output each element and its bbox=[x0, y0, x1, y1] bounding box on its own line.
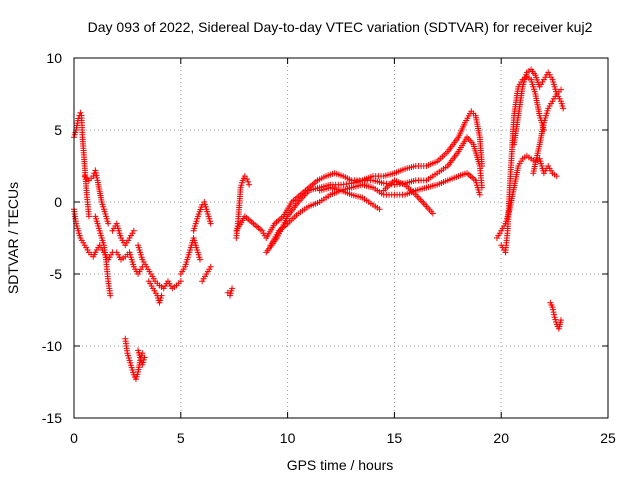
series-arc-t bbox=[380, 177, 436, 217]
data-point bbox=[93, 172, 100, 179]
series-arc-e bbox=[109, 220, 137, 249]
series-arc-w bbox=[511, 66, 567, 148]
data-point bbox=[105, 220, 112, 227]
series-arc-x bbox=[530, 86, 565, 177]
data-point bbox=[197, 256, 204, 263]
series-arc-p bbox=[233, 108, 485, 241]
data-point bbox=[207, 220, 214, 227]
data-point bbox=[130, 227, 137, 234]
data-point bbox=[244, 175, 251, 182]
data-point bbox=[553, 173, 560, 180]
data-point bbox=[107, 292, 114, 299]
y-tick-label: -15 bbox=[42, 410, 62, 426]
y-tick-label: -5 bbox=[50, 266, 63, 282]
x-tick-label: 15 bbox=[387, 430, 403, 446]
series-arc-j bbox=[145, 278, 165, 306]
data-point bbox=[207, 263, 214, 270]
data-point bbox=[376, 206, 383, 213]
y-tick-label: 10 bbox=[46, 50, 62, 66]
series-arc-d bbox=[92, 213, 114, 299]
data-point bbox=[549, 304, 556, 311]
data-point bbox=[77, 109, 84, 116]
series-arc-n bbox=[224, 285, 236, 299]
data-point bbox=[560, 105, 567, 112]
series-arc-c bbox=[81, 167, 112, 227]
axis-ticks bbox=[73, 57, 609, 419]
x-tick-label: 25 bbox=[600, 430, 616, 446]
y-tick-label: 5 bbox=[54, 122, 62, 138]
y-tick-label: 0 bbox=[54, 194, 62, 210]
series-arc-b bbox=[71, 206, 116, 263]
data-point bbox=[92, 167, 99, 174]
series-arc-y bbox=[547, 299, 565, 332]
series-arc-r bbox=[267, 170, 483, 249]
grid bbox=[74, 58, 608, 418]
data-point bbox=[245, 178, 252, 185]
data-point bbox=[550, 309, 557, 316]
x-tick-label: 5 bbox=[177, 430, 185, 446]
series-arc-u bbox=[493, 152, 560, 241]
data-points bbox=[71, 66, 567, 383]
x-tick-label: 0 bbox=[70, 430, 78, 446]
data-point bbox=[92, 169, 99, 176]
data-point bbox=[177, 278, 184, 285]
data-point bbox=[558, 86, 565, 93]
series-arc-h bbox=[135, 347, 148, 368]
data-point bbox=[476, 191, 483, 198]
data-point bbox=[558, 317, 565, 324]
series-arc-g bbox=[122, 335, 146, 383]
y-tick-label: -10 bbox=[42, 338, 62, 354]
data-point bbox=[158, 292, 165, 299]
data-point bbox=[229, 285, 236, 292]
y-axis-label: SDTVAR / TECUs bbox=[5, 182, 21, 294]
series-arc-k bbox=[177, 235, 204, 277]
chart-title: Day 093 of 2022, Sidereal Day-to-day VTE… bbox=[88, 19, 593, 35]
data-point bbox=[551, 311, 558, 318]
x-tick-label: 20 bbox=[493, 430, 509, 446]
data-point bbox=[93, 174, 100, 181]
series-arc-a bbox=[71, 109, 92, 220]
data-point bbox=[549, 306, 556, 313]
data-point bbox=[90, 173, 97, 180]
series-arc-v bbox=[498, 73, 547, 256]
data-point bbox=[246, 181, 253, 188]
x-tick-labels: 0 5 10 15 20 25 bbox=[70, 430, 616, 446]
series-arc-f bbox=[113, 249, 146, 277]
series-arc-m bbox=[199, 263, 214, 285]
x-axis-label: GPS time / hours bbox=[287, 457, 394, 473]
data-point bbox=[85, 213, 92, 220]
series-arc-s bbox=[316, 184, 383, 213]
data-point bbox=[429, 210, 436, 217]
x-tick-label: 10 bbox=[280, 430, 296, 446]
plot-frame bbox=[73, 57, 609, 419]
y-tick-labels: -15 -10 -5 0 5 10 bbox=[42, 50, 62, 426]
series-arc-i bbox=[135, 242, 184, 292]
data-point bbox=[141, 354, 148, 361]
series-arc-l bbox=[190, 199, 214, 234]
